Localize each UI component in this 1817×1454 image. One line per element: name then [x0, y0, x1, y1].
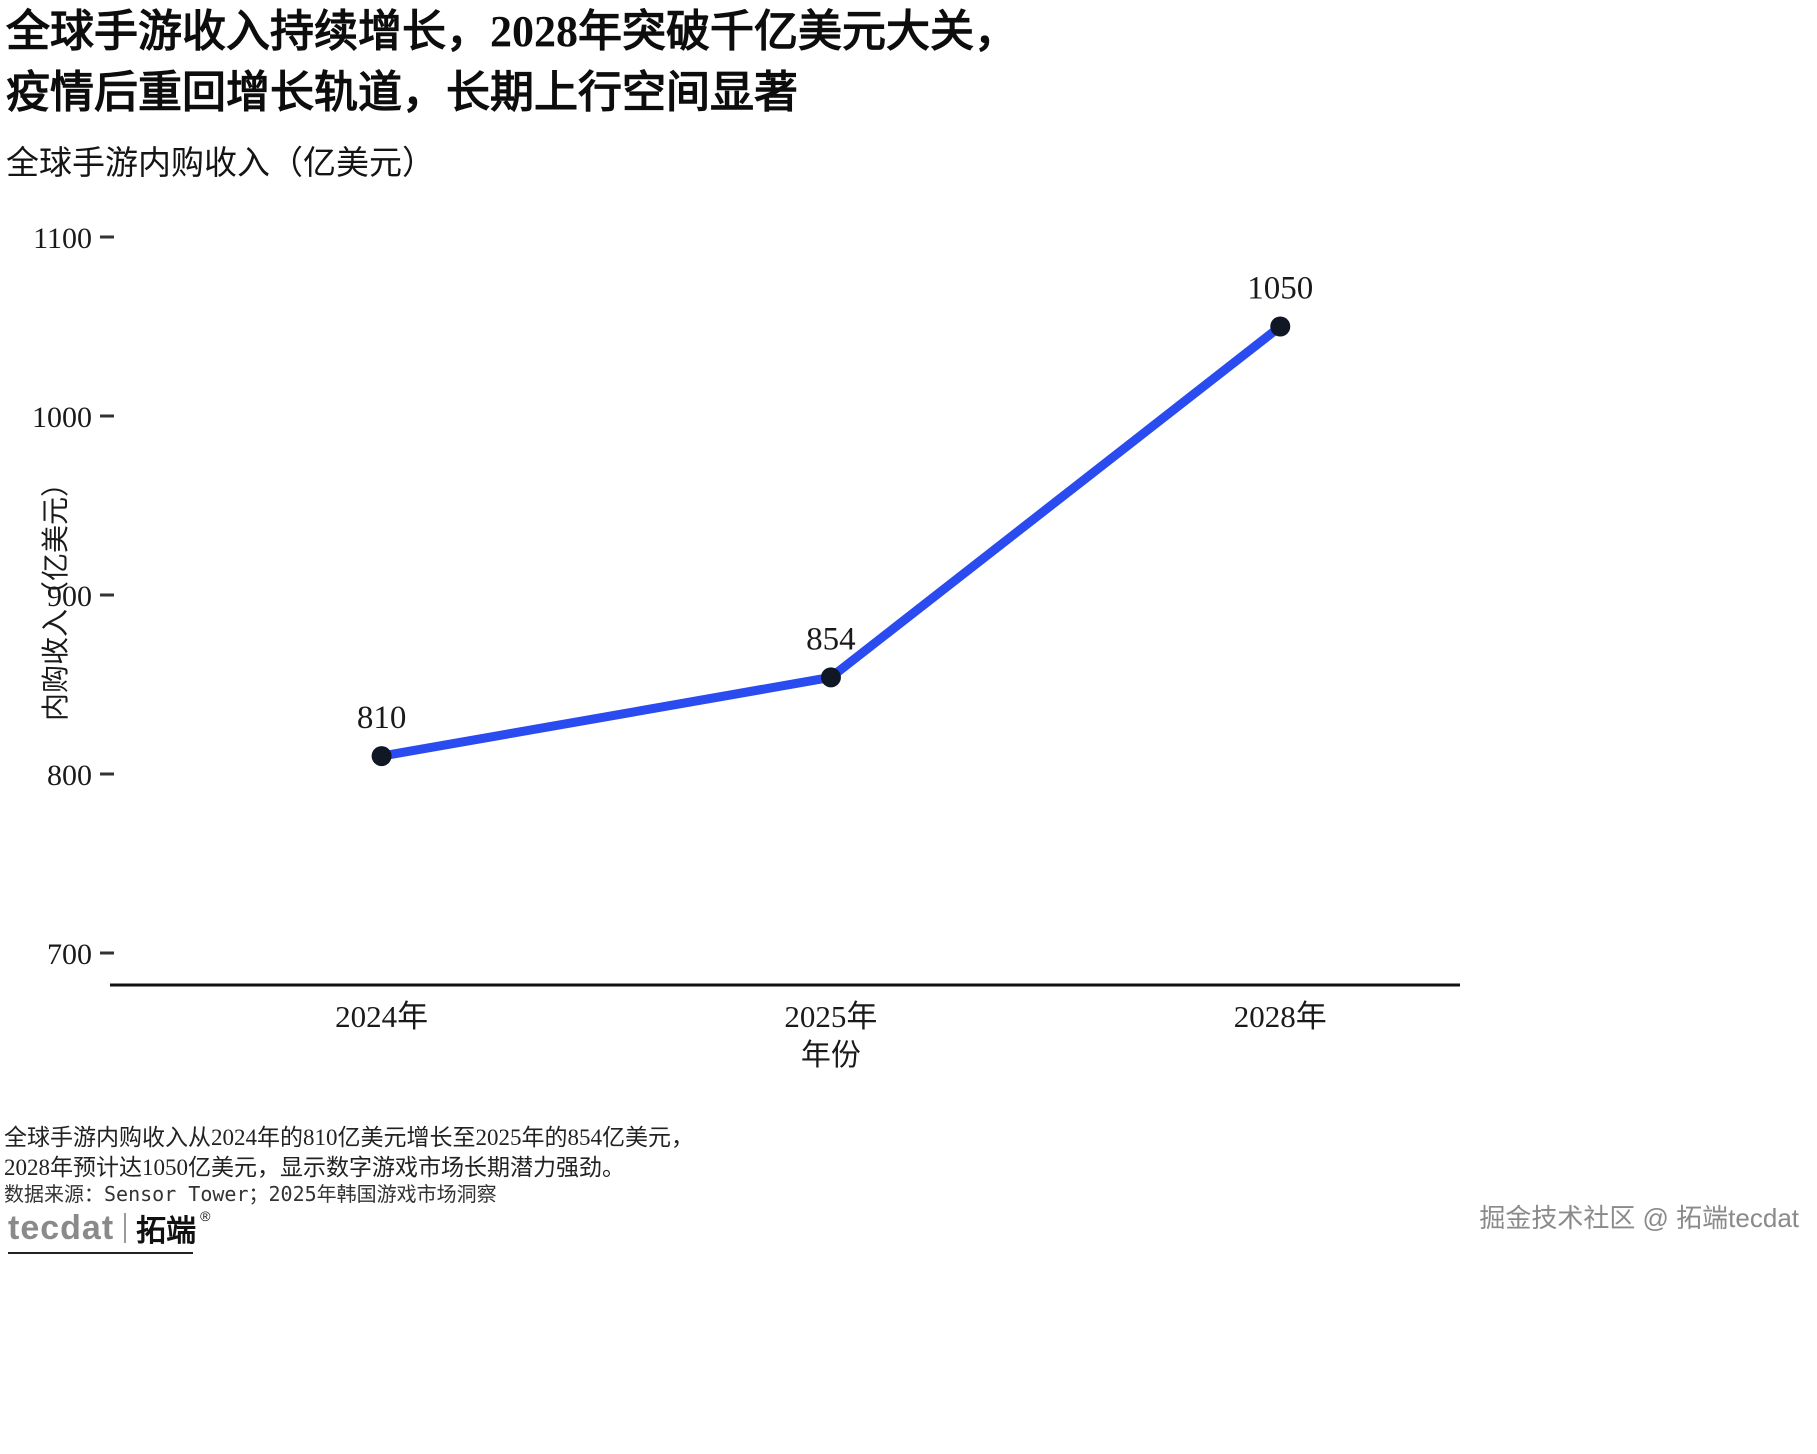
- logo-text: tecdat: [8, 1208, 115, 1247]
- y-tick-label: 700: [47, 938, 92, 971]
- logo-registered-mark: ®: [200, 1208, 211, 1224]
- y-axis-label: 内购收入（亿美元）: [41, 468, 72, 722]
- logo-underline: [8, 1252, 193, 1254]
- y-tick-label: 1000: [32, 401, 92, 434]
- tecdat-logo: tecdat 拓端 ®: [8, 1206, 210, 1250]
- data-point-label: 810: [357, 700, 407, 736]
- series-line: [377, 322, 1285, 761]
- data-source: 数据来源：Sensor Tower；2025年韩国游戏市场洞察: [4, 1182, 497, 1206]
- chart-subtitle: 全球手游内购收入（亿美元）: [6, 146, 435, 182]
- line-chart-svg: 700 800 900 1000 1100 810 2024年 854 2025年 1050 202…: [32, 222, 1460, 1072]
- community-watermark: 掘金技术社区 @ 拓端tecdat: [1479, 1203, 1799, 1233]
- line-chart: 700 800 900 1000 1100 810 2024年 854 2025年 1050 202…: [0, 180, 1817, 1080]
- y-tick-label: 900: [47, 580, 92, 613]
- x-tick-label: 2024年: [335, 999, 428, 1034]
- title-line-2: 疫情后重回增长轨道，长期上行空间显著: [6, 67, 798, 117]
- data-point: [371, 746, 392, 767]
- x-tick-label: 2025年: [784, 999, 877, 1034]
- logo-cn-text: 拓端: [136, 1215, 197, 1248]
- data-point: [1270, 316, 1291, 337]
- caption-line-2: 2028年预计达1050亿美元，显示数字游戏市场长期潜力强劲。: [4, 1155, 625, 1180]
- data-point-label: 1050: [1247, 271, 1313, 307]
- x-axis-label: 年份: [801, 1039, 861, 1072]
- title-line-1: 全球手游收入持续增长，2028年突破千亿美元大关，: [6, 7, 1018, 56]
- logo-divider: [124, 1213, 127, 1243]
- y-tick-label: 800: [47, 759, 92, 792]
- x-tick-label: 2028年: [1234, 999, 1327, 1034]
- data-point-label: 854: [806, 621, 856, 657]
- page-title: 全球手游收入持续增长，2028年突破千亿美元大关， 疫情后重回增长轨道，长期上行…: [6, 2, 1018, 123]
- caption-line-1: 全球手游内购收入从2024年的810亿美元增长至2025年的854亿美元，: [4, 1125, 694, 1150]
- y-tick-label: 1100: [33, 222, 92, 255]
- data-point: [820, 667, 841, 688]
